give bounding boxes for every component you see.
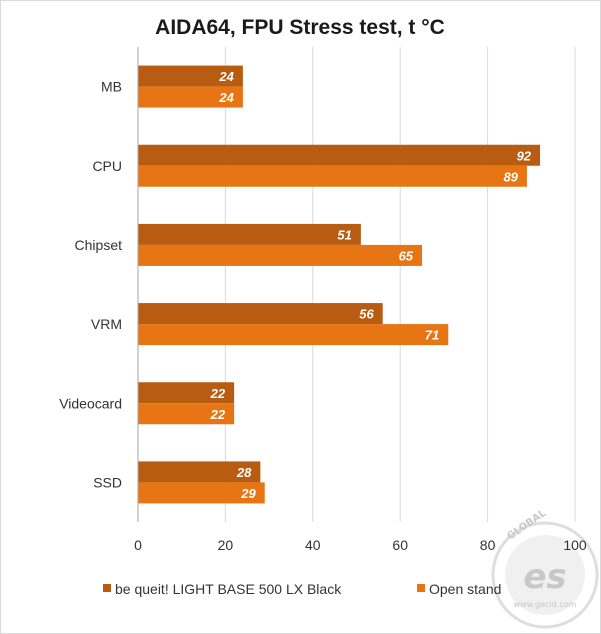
- bar-cpu-series-1: [138, 144, 541, 166]
- legend-swatch-series-2: [417, 584, 425, 592]
- data-label-vrm-series-2: 71: [425, 328, 439, 343]
- watermark-ring: [491, 521, 599, 629]
- data-label-videocard-series-1: 22: [210, 386, 226, 401]
- x-tick-label-100: 100: [563, 537, 587, 553]
- bar-ssd-series-2: [138, 482, 265, 504]
- legend-label-series-2: Open stand: [429, 581, 501, 597]
- x-tick-label-40: 40: [305, 537, 321, 553]
- data-label-cpu-series-2: 89: [503, 169, 518, 184]
- bar-mb-series-2: [138, 86, 243, 108]
- bar-cpu-series-2: [138, 165, 527, 187]
- watermark-logo: es: [523, 557, 566, 597]
- bar-vrm-series-1: [138, 303, 383, 325]
- category-label-chipset: Chipset: [75, 237, 123, 253]
- x-tick-labels: 0 20 40 60 80 100: [134, 537, 587, 553]
- category-label-ssd: SSD: [93, 474, 122, 490]
- bar-chipset-series-1: [138, 223, 361, 245]
- data-label-chipset-series-1: 51: [337, 227, 351, 242]
- watermark-disc: [505, 535, 585, 615]
- category-label-cpu: CPU: [92, 158, 122, 174]
- data-label-chipset-series-2: 65: [399, 248, 414, 263]
- x-tick-label-80: 80: [480, 537, 496, 553]
- data-label-ssd-series-1: 28: [236, 465, 252, 480]
- category-labels: MB CPU Chipset VRM Videocard SSD: [59, 79, 122, 491]
- data-label-videocard-series-2: 22: [210, 407, 226, 422]
- legend: be queit! LIGHT BASE 500 LX Black Open st…: [103, 581, 501, 597]
- data-label-vrm-series-1: 56: [359, 307, 374, 322]
- gridlines: [224, 47, 576, 522]
- data-label-mb-series-1: 24: [218, 69, 234, 84]
- data-label-ssd-series-2: 29: [240, 486, 256, 501]
- category-label-videocard: Videocard: [59, 395, 122, 411]
- legend-label-series-1: be queit! LIGHT BASE 500 LX Black: [115, 581, 342, 597]
- bar-chipset-series-2: [138, 244, 423, 266]
- watermark-domain: www.gecid.com: [514, 600, 577, 609]
- category-label-mb: MB: [101, 79, 122, 95]
- x-tick-label-60: 60: [392, 537, 408, 553]
- x-tick-label-0: 0: [134, 537, 142, 553]
- data-label-cpu-series-1: 92: [517, 148, 532, 163]
- category-label-vrm: VRM: [91, 316, 122, 332]
- bars: 24 24 92 89 51 65 56 71 22 22 28 29: [138, 65, 541, 504]
- bar-ssd-series-1: [138, 461, 261, 483]
- legend-swatch-series-1: [103, 584, 111, 592]
- data-label-mb-series-2: 24: [218, 90, 234, 105]
- bar-vrm-series-2: [138, 324, 449, 346]
- bar-videocard-series-1: [138, 382, 235, 404]
- x-tick-label-20: 20: [218, 537, 234, 553]
- bar-mb-series-1: [138, 65, 243, 87]
- bar-videocard-series-2: [138, 403, 235, 425]
- chart-title: AIDA64, FPU Stress test, t °C: [155, 16, 445, 39]
